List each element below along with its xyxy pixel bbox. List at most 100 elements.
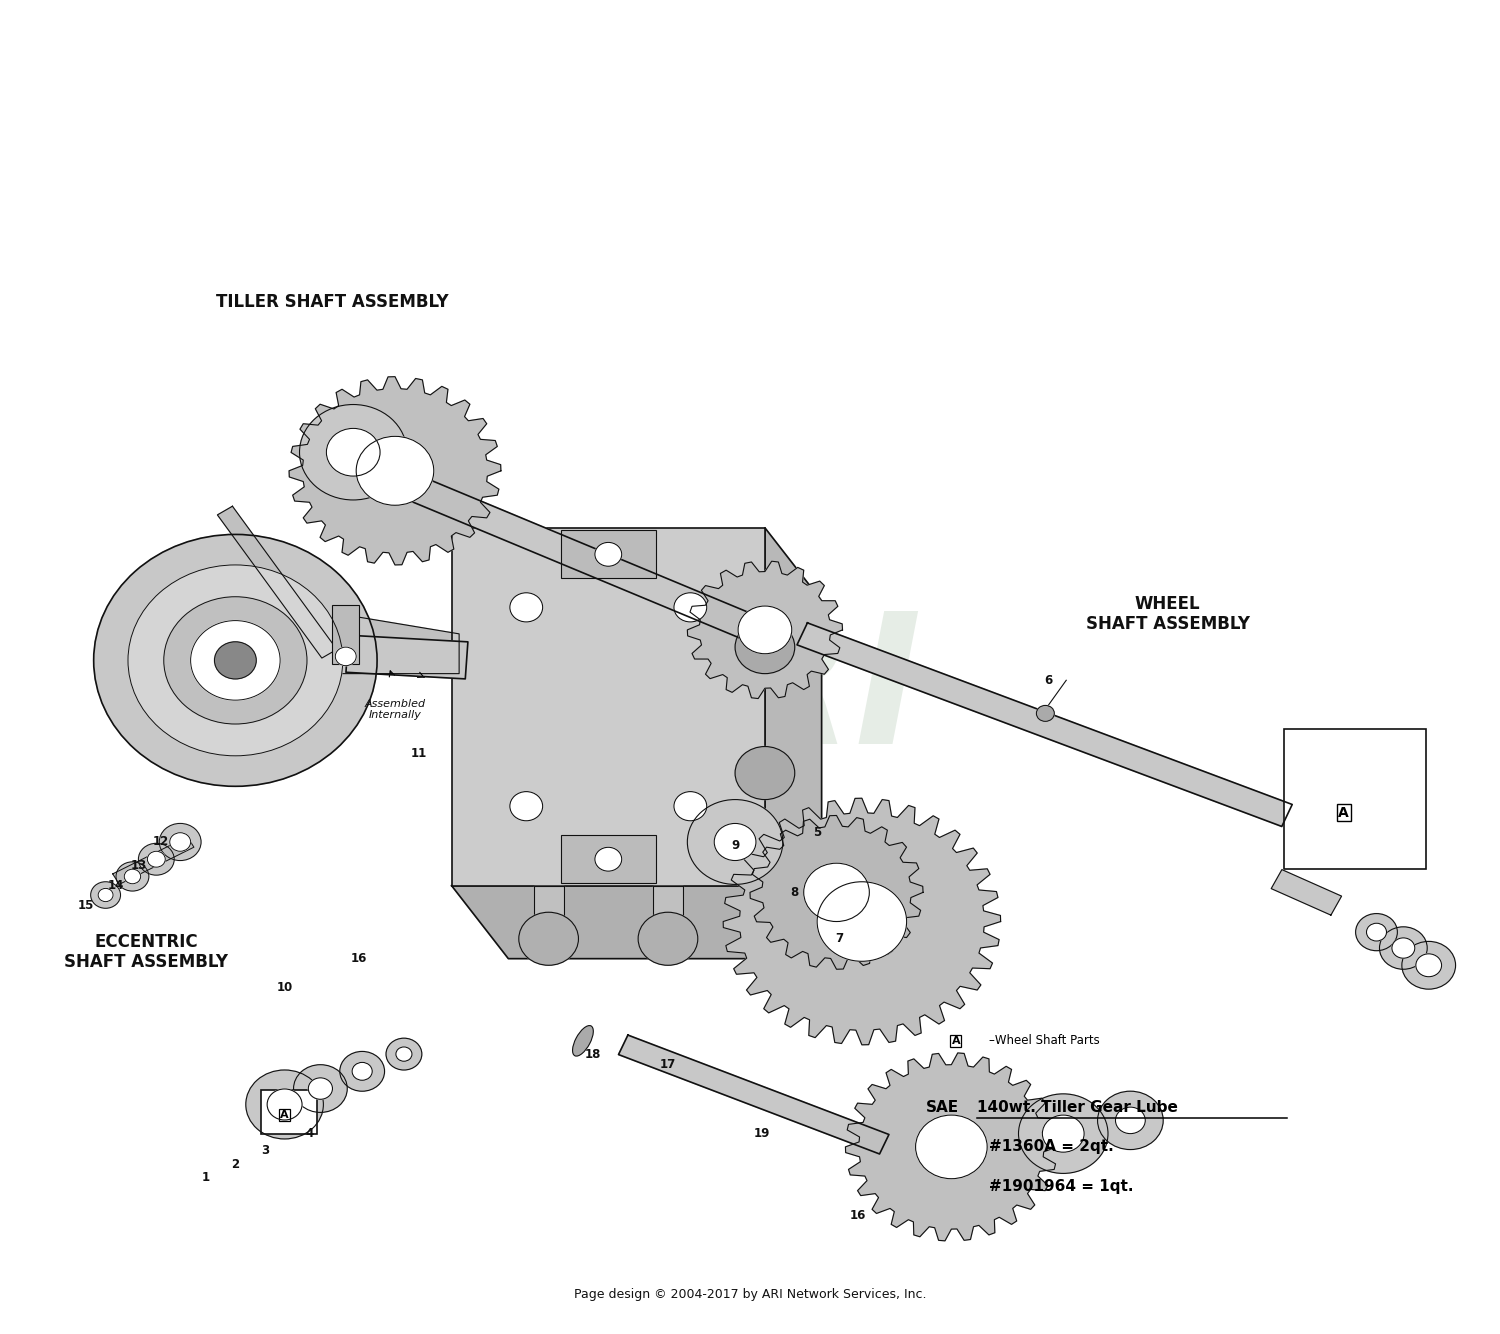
Text: Assembled
Internally: Assembled Internally [364,699,426,720]
Text: 16: 16 [849,1210,865,1222]
Circle shape [356,436,434,506]
Circle shape [164,596,308,724]
Text: 19: 19 [753,1127,770,1141]
Circle shape [735,620,795,674]
Bar [261,1090,318,1134]
Polygon shape [112,836,194,884]
Text: 17: 17 [660,1058,676,1071]
Text: 12: 12 [153,835,170,848]
Text: 13: 13 [130,859,147,872]
Circle shape [170,832,190,851]
Ellipse shape [573,1026,594,1057]
Text: 8: 8 [790,886,800,899]
Circle shape [327,428,380,476]
Polygon shape [1270,870,1341,915]
Circle shape [1042,1115,1084,1153]
Circle shape [340,1051,384,1091]
Circle shape [738,606,792,654]
Circle shape [1380,927,1426,970]
Circle shape [674,592,706,622]
Text: Page design © 2004-2017 by ARI Network Services, Inc.: Page design © 2004-2017 by ARI Network S… [573,1287,926,1301]
Circle shape [735,747,795,799]
Circle shape [1098,1091,1162,1150]
Circle shape [818,882,906,962]
Polygon shape [846,1053,1058,1241]
Polygon shape [340,614,459,674]
Polygon shape [534,886,564,939]
Polygon shape [290,376,501,564]
Circle shape [396,1047,412,1062]
Circle shape [138,843,174,875]
Circle shape [93,535,376,786]
Text: A: A [1338,806,1348,820]
Circle shape [336,647,356,666]
Circle shape [1356,914,1398,951]
Text: –Wheel Shaft Parts: –Wheel Shaft Parts [988,1034,1100,1047]
Circle shape [90,882,120,908]
Circle shape [1036,706,1054,722]
Polygon shape [346,635,468,679]
Circle shape [190,620,280,700]
Circle shape [309,1078,333,1099]
Circle shape [386,1038,422,1070]
Polygon shape [217,506,338,658]
Text: 3: 3 [261,1145,270,1158]
Circle shape [1116,1107,1146,1134]
Polygon shape [652,886,682,939]
Circle shape [267,1089,302,1121]
Bar [561,835,656,883]
Polygon shape [765,528,822,959]
Text: 7: 7 [836,932,843,946]
Circle shape [1366,923,1386,940]
Text: A: A [951,1035,960,1046]
Circle shape [596,543,621,566]
Polygon shape [618,1035,890,1154]
Text: #1901964 = 1qt.: #1901964 = 1qt. [988,1179,1132,1194]
Circle shape [1019,1094,1108,1174]
Text: 11: 11 [411,747,428,759]
Text: 4: 4 [306,1127,314,1141]
Polygon shape [687,562,843,699]
Circle shape [596,847,621,871]
Circle shape [510,592,543,622]
Text: TILLER SHAFT ASSEMBLY: TILLER SHAFT ASSEMBLY [216,293,448,311]
Text: 2: 2 [231,1158,240,1171]
Circle shape [714,823,756,860]
Text: 9: 9 [730,839,740,852]
Text: WHEEL
SHAFT ASSEMBLY: WHEEL SHAFT ASSEMBLY [1086,595,1250,634]
Text: 5: 5 [813,826,820,839]
Circle shape [674,791,706,820]
Text: 18: 18 [585,1047,602,1061]
Circle shape [687,799,783,884]
Circle shape [1392,938,1414,958]
Text: ARI: ARI [578,606,922,782]
Text: 1: 1 [201,1171,210,1183]
Polygon shape [723,798,1000,1045]
Circle shape [128,564,344,756]
Circle shape [1402,942,1455,988]
Circle shape [352,1062,372,1081]
Circle shape [519,912,579,966]
Circle shape [915,1115,987,1179]
Circle shape [804,863,870,922]
Text: A: A [280,1110,290,1121]
Polygon shape [452,886,822,959]
Polygon shape [796,623,1292,827]
Bar [452,528,765,886]
Text: 14: 14 [108,879,124,892]
Text: #1360A = 2qt.: #1360A = 2qt. [988,1139,1113,1154]
Text: 6: 6 [1044,674,1053,687]
Circle shape [116,862,148,891]
Bar [561,531,656,578]
Circle shape [124,870,141,883]
Circle shape [510,791,543,820]
Circle shape [638,912,698,966]
Circle shape [246,1070,324,1139]
Bar [1284,730,1425,868]
Circle shape [300,404,406,500]
Text: 16: 16 [351,952,368,964]
Text: 10: 10 [276,982,292,994]
Polygon shape [408,476,771,646]
Circle shape [98,888,112,902]
Polygon shape [750,815,922,970]
